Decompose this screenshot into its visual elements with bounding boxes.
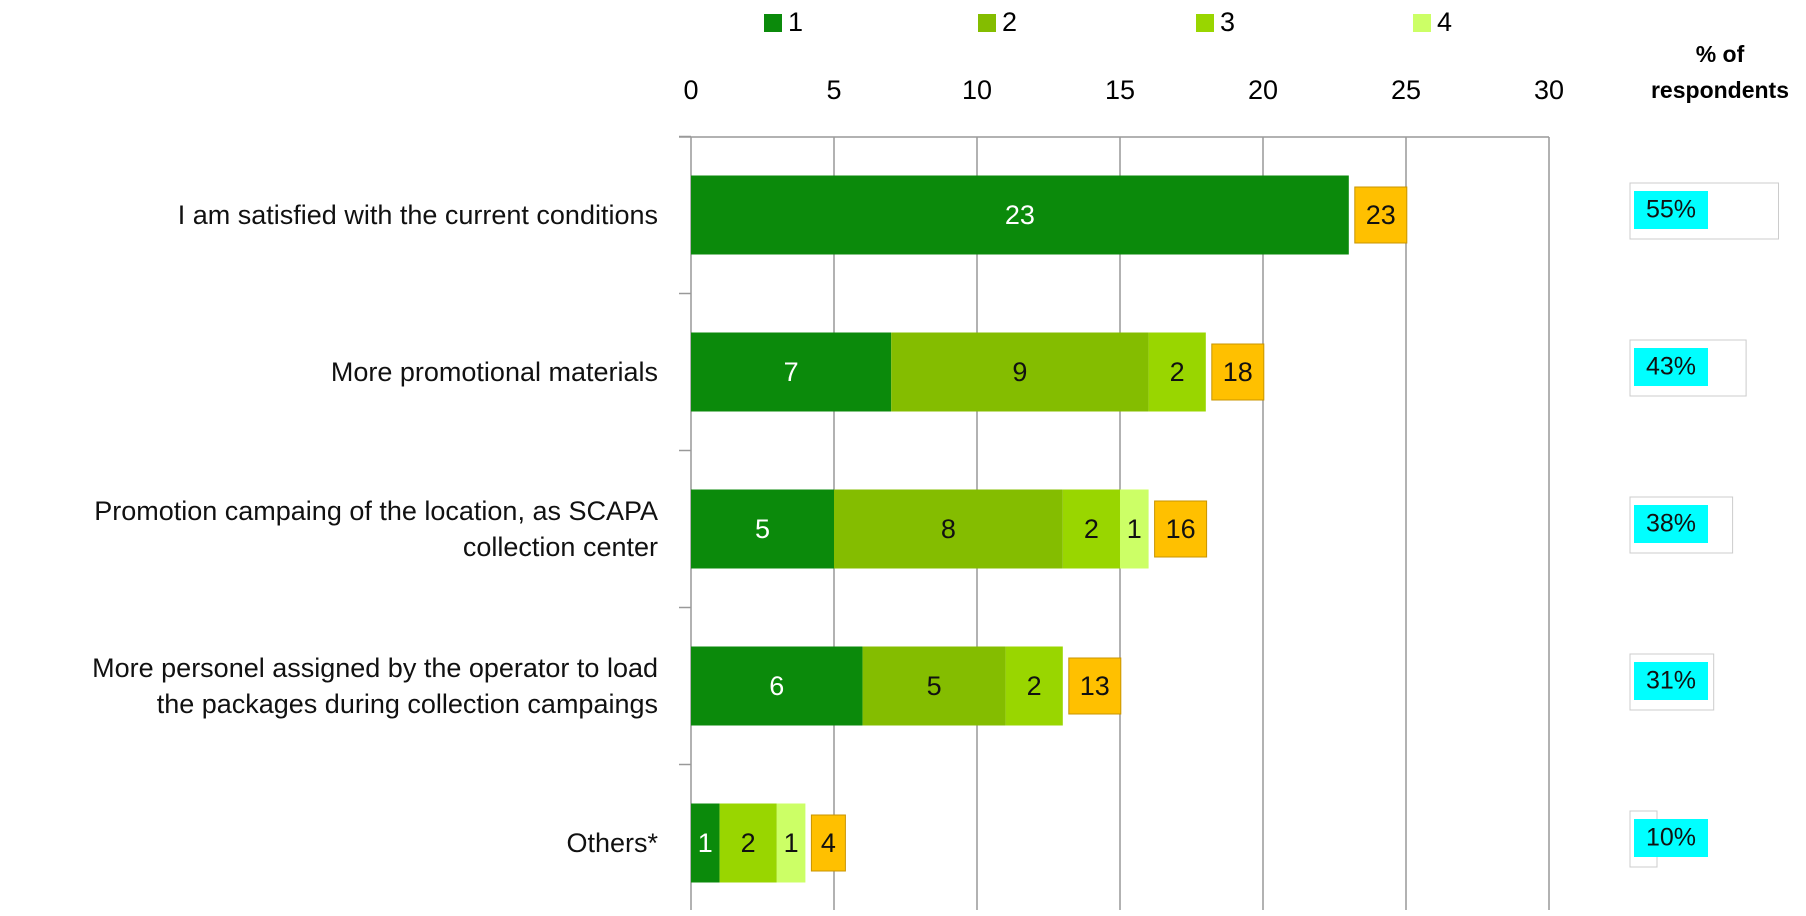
bar-label: 1 bbox=[1127, 514, 1142, 544]
total-box bbox=[810, 814, 846, 872]
total-label: 13 bbox=[1080, 671, 1110, 701]
respondents-label: 55% bbox=[1646, 196, 1696, 224]
x-tick-label: 0 bbox=[683, 75, 698, 105]
total-box bbox=[1211, 343, 1265, 401]
bar-label: 5 bbox=[755, 514, 770, 544]
total-label: 23 bbox=[1366, 200, 1396, 230]
total-box bbox=[1154, 500, 1208, 558]
category-label: I am satisfied with the current conditio… bbox=[177, 200, 658, 230]
respondents-label-bg bbox=[1634, 819, 1708, 857]
bar-label: 2 bbox=[741, 828, 756, 858]
bar-label: 1 bbox=[784, 828, 799, 858]
total-box bbox=[1068, 657, 1122, 715]
bar-label: 5 bbox=[927, 671, 942, 701]
category-label: More promotional materials bbox=[330, 357, 658, 387]
bar-label: 2 bbox=[1027, 671, 1042, 701]
x-tick-label: 25 bbox=[1391, 75, 1421, 105]
bar-segment bbox=[691, 489, 834, 569]
legend-swatch bbox=[1196, 14, 1214, 32]
x-tick-label: 30 bbox=[1534, 75, 1564, 105]
total-label: 18 bbox=[1223, 357, 1253, 387]
bar-segment bbox=[776, 803, 806, 883]
respondents-label: 38% bbox=[1646, 510, 1696, 538]
category-label: Promotion campaing of the location, as S… bbox=[94, 496, 658, 562]
legend-swatch bbox=[764, 14, 782, 32]
bar-segment bbox=[691, 175, 1349, 255]
bar-segment bbox=[691, 332, 892, 412]
bar-segment bbox=[719, 803, 777, 883]
bar-segment bbox=[862, 646, 1006, 726]
legend-label: 1 bbox=[788, 7, 803, 37]
legend-label: 2 bbox=[1002, 7, 1017, 37]
x-tick-label: 5 bbox=[826, 75, 841, 105]
x-tick-label: 15 bbox=[1105, 75, 1135, 105]
x-tick-label: 10 bbox=[962, 75, 992, 105]
bar-segment bbox=[691, 803, 720, 883]
bar-label: 9 bbox=[1012, 357, 1027, 387]
legend-swatch bbox=[1413, 14, 1431, 32]
respondents-title: % of respondents bbox=[1650, 41, 1790, 103]
respondents-label-bg bbox=[1634, 348, 1708, 386]
respondents-label: 43% bbox=[1646, 353, 1696, 381]
x-tick-label: 20 bbox=[1248, 75, 1278, 105]
bar-label: 6 bbox=[769, 671, 784, 701]
legend-label: 4 bbox=[1437, 7, 1452, 37]
total-label: 16 bbox=[1166, 514, 1196, 544]
bar-segment bbox=[1062, 489, 1120, 569]
bar-label: 23 bbox=[1005, 200, 1035, 230]
legend-label: 3 bbox=[1220, 7, 1235, 37]
legend-swatch bbox=[978, 14, 996, 32]
bar-label: 2 bbox=[1170, 357, 1185, 387]
category-label: More personel assigned by the operator t… bbox=[92, 653, 658, 719]
bar-segment bbox=[834, 489, 1063, 569]
respondents-label-bg bbox=[1634, 505, 1708, 543]
category-label: Others* bbox=[566, 828, 658, 858]
respondents-label-bg bbox=[1634, 662, 1708, 700]
bar-label: 1 bbox=[698, 828, 713, 858]
bar-segment bbox=[891, 332, 1149, 412]
respondents-label: 10% bbox=[1646, 824, 1696, 852]
bar-segment bbox=[1148, 332, 1206, 412]
bar-segment bbox=[691, 646, 863, 726]
total-box bbox=[1354, 186, 1408, 244]
bar-label: 8 bbox=[941, 514, 956, 544]
total-label: 4 bbox=[821, 828, 836, 858]
bar-segment bbox=[1005, 646, 1063, 726]
respondents-label-bg bbox=[1634, 191, 1708, 229]
respondents-label: 31% bbox=[1646, 667, 1696, 695]
bar-label: 2 bbox=[1084, 514, 1099, 544]
bar-label: 7 bbox=[784, 357, 799, 387]
bar-segment bbox=[1120, 489, 1149, 569]
